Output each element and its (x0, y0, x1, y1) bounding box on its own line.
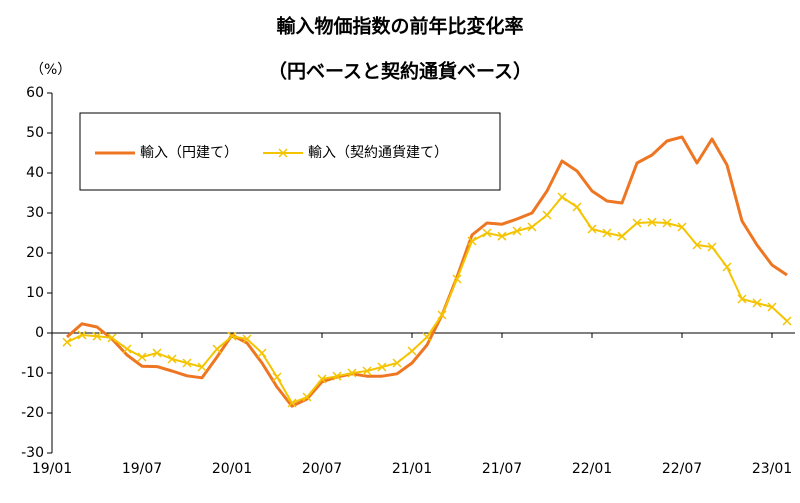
marker (737, 294, 747, 304)
marker (587, 224, 597, 234)
x-tick-label: 20/01 (212, 461, 252, 477)
x-tick-label: 22/07 (662, 461, 702, 477)
marker (167, 354, 177, 364)
marker (497, 231, 507, 241)
y-tick-label: 60 (26, 85, 44, 101)
x-tick-label: 23/01 (752, 461, 792, 477)
marker (512, 226, 522, 236)
y-tick-label: -30 (21, 445, 44, 461)
marker (107, 333, 117, 343)
marker (137, 352, 147, 362)
marker (662, 218, 672, 228)
marker (242, 334, 252, 344)
y-tick-label: 30 (26, 205, 44, 221)
y-tick-label: 50 (26, 125, 44, 141)
marker (542, 210, 552, 220)
marker (272, 372, 282, 382)
x-tick-label: 21/07 (482, 461, 522, 477)
marker (632, 218, 642, 228)
marker (707, 242, 717, 252)
marker (332, 371, 342, 381)
marker (407, 346, 417, 356)
x-tick-label: 20/07 (302, 461, 342, 477)
y-tick-label: 10 (26, 285, 44, 301)
marker (377, 362, 387, 372)
marker (692, 240, 702, 250)
marker (287, 398, 297, 408)
x-tick-label: 21/01 (392, 461, 432, 477)
marker (422, 332, 432, 342)
marker (572, 202, 582, 212)
marker (257, 348, 267, 358)
marker (77, 330, 87, 340)
marker (467, 236, 477, 246)
marker (527, 222, 537, 232)
legend-label: 輸入（円建て） (140, 145, 238, 161)
series-line (66, 135, 788, 408)
marker (347, 368, 357, 378)
legend-box (79, 112, 501, 191)
marker (602, 228, 612, 238)
y-tick-label: 20 (26, 245, 44, 261)
marker (752, 298, 762, 308)
marker (722, 262, 732, 272)
y-tick-label: -20 (21, 405, 44, 421)
marker (362, 366, 372, 376)
marker (152, 348, 162, 358)
marker (437, 310, 447, 320)
legend-label: 輸入（契約通貨建て） (308, 144, 448, 161)
y-tick-label: 0 (35, 325, 44, 341)
legend-marker (278, 148, 288, 158)
marker (182, 358, 192, 368)
y-tick-label: 40 (26, 165, 44, 181)
marker (227, 331, 237, 341)
chart-subtitle: （円ベースと契約通貨ベース） (268, 60, 532, 83)
x-tick-label: 19/01 (32, 461, 72, 477)
marker (302, 392, 312, 402)
chart-title: 輸入物価指数の前年比変化率 (276, 15, 523, 38)
marker (452, 274, 462, 284)
marker (197, 362, 207, 372)
marker (782, 316, 792, 326)
marker (317, 374, 327, 384)
marker (392, 358, 402, 368)
marker (617, 231, 627, 241)
marker (767, 302, 777, 312)
y-tick-label: -10 (21, 365, 44, 381)
marker (557, 192, 567, 202)
marker (647, 217, 657, 227)
marker (212, 344, 222, 354)
marker (92, 331, 102, 341)
marker (677, 222, 687, 232)
y-unit: （%） (30, 62, 71, 78)
marker (122, 344, 132, 354)
marker (482, 228, 492, 238)
x-tick-label: 22/01 (572, 461, 612, 477)
marker (62, 337, 72, 347)
x-tick-label: 19/07 (122, 461, 162, 477)
